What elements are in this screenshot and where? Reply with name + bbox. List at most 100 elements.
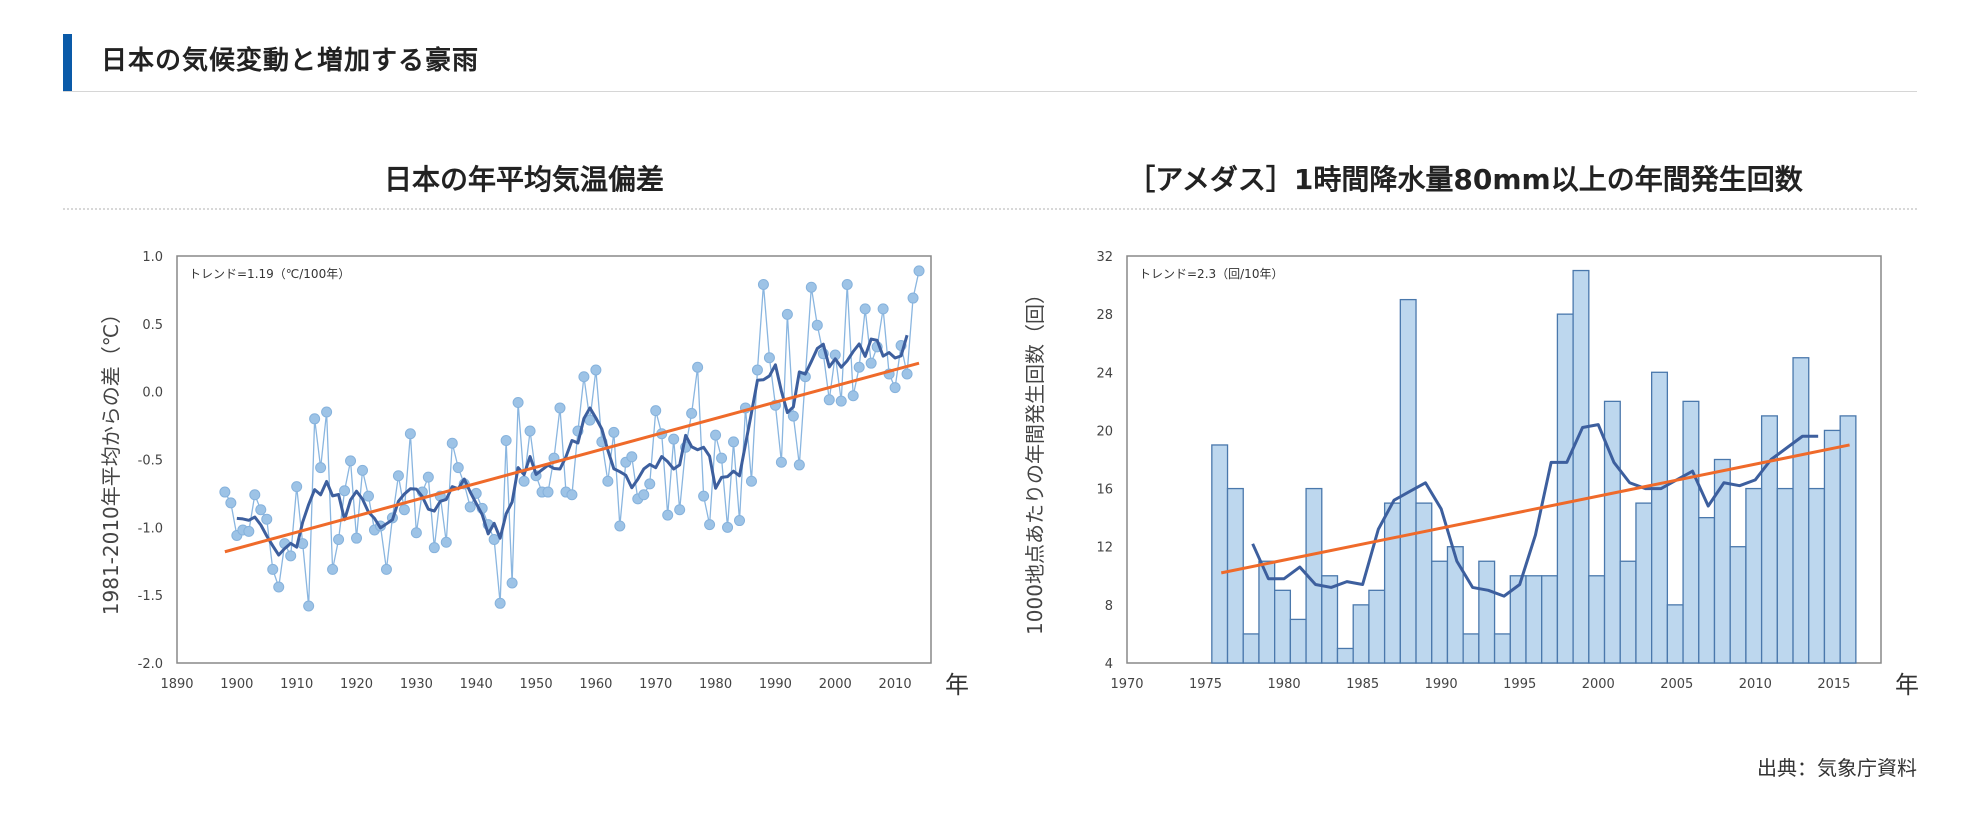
bar-1989 <box>1415 502 1433 664</box>
y-tick-label: 1.0 <box>142 250 163 265</box>
trend-annotation: トレンド=2.3（回/10年） <box>1139 267 1283 281</box>
x-tick-label: 1980 <box>1268 677 1301 692</box>
bar-2003 <box>1635 502 1653 664</box>
x-tick-label: 1995 <box>1503 677 1536 692</box>
data-point-1954 <box>554 402 566 414</box>
data-point-2014 <box>913 265 925 277</box>
moving-average-line <box>1251 423 1819 598</box>
data-point-1907 <box>273 581 285 593</box>
header-divider <box>63 91 1917 92</box>
data-point-1946 <box>506 577 518 589</box>
y-tick-label: 20 <box>1096 424 1113 439</box>
bar-2010 <box>1745 487 1763 664</box>
chart-title-temperature: 日本の年平均気温偏差 <box>383 163 664 196</box>
data-point-1991 <box>775 456 787 468</box>
data-point-1944 <box>494 597 506 609</box>
data-point-1919 <box>345 455 357 467</box>
y-tick-label: 4 <box>1105 657 1113 672</box>
data-point-2012 <box>901 368 913 380</box>
data-point-2003 <box>847 390 859 402</box>
data-point-1912 <box>303 600 315 612</box>
moving-average-line <box>236 334 909 557</box>
data-point-1981 <box>716 452 728 464</box>
data-point-1982 <box>722 521 734 533</box>
data-point-1899 <box>225 497 237 509</box>
data-point-1964 <box>614 520 626 532</box>
data-point-1979 <box>704 519 716 531</box>
x-tick-label: 1970 <box>639 677 672 692</box>
data-point-1947 <box>512 397 524 409</box>
data-point-1976 <box>686 407 698 419</box>
bar-1999 <box>1572 269 1590 664</box>
bar-2009 <box>1729 546 1747 664</box>
trend-line <box>224 361 920 554</box>
data-point-1962 <box>602 475 614 487</box>
bar-2011 <box>1760 415 1778 664</box>
data-point-2006 <box>865 357 877 369</box>
x-axis-label: 年 <box>945 671 969 699</box>
y-tick-label: 8 <box>1105 599 1113 614</box>
data-point-1918 <box>339 485 351 497</box>
data-point-1978 <box>698 490 710 502</box>
bar-2000 <box>1588 575 1606 664</box>
data-point-2005 <box>859 303 871 315</box>
data-point-1987 <box>751 364 763 376</box>
data-point-1943 <box>488 534 500 546</box>
bar-1994 <box>1493 633 1511 664</box>
data-point-1928 <box>398 504 410 516</box>
bar-2015 <box>1823 429 1841 664</box>
data-point-1956 <box>566 489 578 501</box>
bar-1991 <box>1446 546 1464 664</box>
x-tick-label: 1890 <box>160 677 193 692</box>
data-point-1925 <box>380 563 392 575</box>
data-point-1904 <box>255 504 267 516</box>
y-axis-label: 1981-2010年平均からの差（℃） <box>99 304 123 615</box>
bar-2006 <box>1682 400 1700 664</box>
x-tick-label: 1970 <box>1110 677 1143 692</box>
data-point-1949 <box>524 425 536 437</box>
bar-2002 <box>1619 560 1637 664</box>
bar-1983 <box>1321 575 1339 664</box>
data-point-1992 <box>781 308 793 320</box>
data-point-2002 <box>841 278 853 290</box>
bar-2007 <box>1698 516 1716 664</box>
data-point-1898 <box>219 486 231 498</box>
data-point-1932 <box>422 471 434 483</box>
data-point-1973 <box>668 433 680 445</box>
y-tick-label: 28 <box>1096 308 1113 323</box>
y-tick-label: 0.0 <box>142 386 163 401</box>
y-tick-label: -1.0 <box>138 521 163 536</box>
data-point-1968 <box>638 489 650 501</box>
data-point-2004 <box>853 361 865 373</box>
bar-1988 <box>1399 298 1417 664</box>
x-tick-label: 1900 <box>220 677 253 692</box>
data-point-1906 <box>267 563 279 575</box>
x-tick-label: 1930 <box>400 677 433 692</box>
page-title: 日本の気候変動と増加する豪雨 <box>101 46 480 76</box>
bar-1998 <box>1556 313 1574 664</box>
data-point-1937 <box>452 462 464 474</box>
x-tick-label: 1975 <box>1189 677 1222 692</box>
y-tick-label: 0.5 <box>142 318 163 333</box>
source-note: 出典：気象庁資料 <box>1757 756 1917 780</box>
x-axis-label: 年 <box>1895 671 1919 699</box>
chart-title-rainfall: ［アメダス］1時間降水量80mm以上の年間発生回数 <box>1127 163 1803 196</box>
bar-1980 <box>1274 589 1292 664</box>
y-tick-label: 16 <box>1096 483 1113 498</box>
bar-2005 <box>1666 604 1684 664</box>
x-tick-label: 2000 <box>1582 677 1615 692</box>
y-tick-label: 24 <box>1096 366 1113 381</box>
data-point-1917 <box>333 534 345 546</box>
bar-1986 <box>1368 589 1386 664</box>
data-point-1997 <box>811 319 823 331</box>
header-accent-bar <box>63 34 72 91</box>
data-point-1999 <box>823 394 835 406</box>
title-divider <box>63 208 1917 210</box>
x-tick-label: 1940 <box>460 677 493 692</box>
y-tick-label: -2.0 <box>138 657 163 672</box>
data-point-1958 <box>578 371 590 383</box>
data-point-1935 <box>440 536 452 548</box>
trend-annotation: トレンド=1.19（℃/100年） <box>189 267 350 281</box>
data-point-1977 <box>692 361 704 373</box>
data-point-2001 <box>835 395 847 407</box>
